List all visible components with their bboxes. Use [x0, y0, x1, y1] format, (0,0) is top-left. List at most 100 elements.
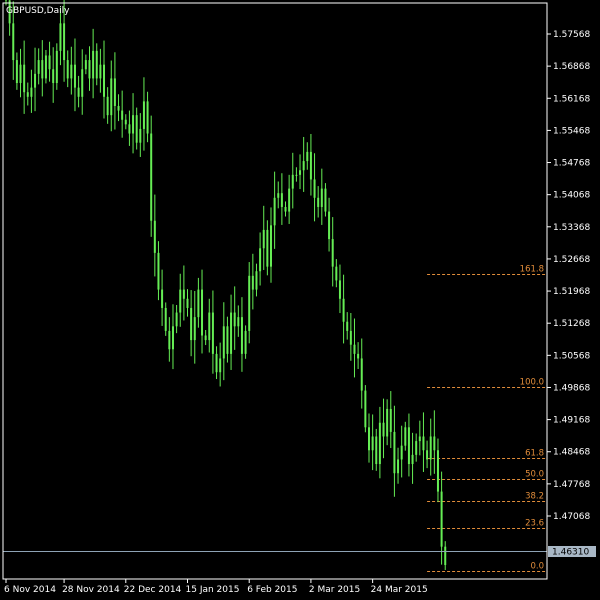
candle-body [41, 60, 44, 79]
candle-body [161, 289, 164, 308]
candle-body [106, 96, 109, 116]
candle-body [255, 271, 258, 290]
candle-body [164, 307, 167, 331]
y-tick-label: 1.56868 [553, 62, 590, 72]
candle-body [226, 326, 229, 354]
candle-body [215, 353, 218, 373]
candle-body [150, 133, 153, 221]
y-tick-label: 1.51268 [553, 319, 590, 329]
candle-body [186, 298, 189, 308]
candle-body [34, 73, 37, 88]
candle-body [364, 390, 367, 428]
candle-body [117, 105, 120, 111]
y-tick-label: 1.50568 [553, 351, 590, 361]
candle-body [132, 115, 135, 134]
candle-body [353, 344, 356, 354]
candle-body [411, 454, 414, 465]
candle-body [331, 239, 334, 267]
candle-body [440, 491, 443, 547]
candle-body [357, 353, 360, 359]
y-tick-label: 1.49868 [553, 383, 590, 393]
candle-body [371, 436, 374, 451]
candle-body [338, 280, 341, 299]
x-tick-label: 2 Mar 2015 [309, 585, 360, 595]
candle-body [335, 266, 338, 281]
candle-body [23, 64, 26, 93]
candle-body [95, 50, 98, 79]
fib-levels-layer: 161.8 100.0 61.8 50.0 38.2 23.6 0.0 [427, 265, 546, 572]
candle-body [309, 151, 312, 180]
candle-body [59, 23, 62, 51]
candle-body [15, 60, 18, 84]
candle-body [201, 289, 204, 336]
candle-body [266, 229, 269, 267]
fib-level-label: 161.8 [520, 265, 544, 275]
candle-body [426, 450, 429, 460]
candle-body [19, 64, 22, 84]
candle-body [157, 252, 160, 290]
candle-body [208, 312, 211, 341]
candle-body [382, 422, 385, 437]
y-tick-label: 1.57568 [553, 30, 590, 40]
x-tick-label: 6 Nov 2014 [4, 585, 56, 595]
candle-body [273, 197, 276, 226]
candle-body [139, 128, 142, 143]
candle-body [277, 193, 280, 198]
candle-body [222, 326, 225, 359]
candle-body [146, 101, 149, 134]
current-price-label: 1.46310 [552, 548, 589, 558]
fib-level-label: 61.8 [525, 449, 544, 459]
y-tick-label: 1.49168 [553, 416, 590, 426]
fib-level-label: 0.0 [530, 562, 544, 572]
candle-body [190, 307, 193, 341]
candle-body [306, 151, 309, 162]
candle-body [81, 69, 84, 97]
y-tick-label: 1.56168 [553, 94, 590, 104]
candle-body [342, 298, 345, 322]
x-tick-label: 6 Feb 2015 [247, 585, 297, 595]
candle-body [436, 450, 439, 492]
price-axis[interactable]: 1.57568 1.56868 1.56168 1.55468 1.54768 1.540… [547, 30, 590, 522]
candle-body [313, 179, 316, 198]
candle-body [230, 312, 233, 354]
candle-body [124, 119, 127, 125]
candle-body [284, 206, 287, 212]
candle-body [66, 60, 69, 79]
x-tick-label: 15 Jan 2015 [186, 585, 240, 595]
candle-body [88, 60, 91, 79]
x-tick-label: 28 Nov 2014 [62, 585, 120, 595]
candle-body [433, 436, 436, 451]
fib-level-label: 38.2 [525, 492, 544, 502]
candle-body [103, 64, 106, 97]
candle-body [204, 335, 207, 341]
candle-body [12, 23, 15, 61]
time-axis[interactable]: 6 Nov 2014 28 Nov 2014 22 Dec 2014 15 Jan 2… [4, 579, 428, 595]
y-tick-label: 1.55468 [553, 126, 590, 136]
candle-body [240, 317, 243, 354]
candle-body [360, 358, 363, 391]
candle-body [153, 220, 156, 253]
candle-body [92, 50, 95, 79]
candle-body [368, 427, 370, 451]
candle-body [320, 188, 323, 207]
x-tick-label: 22 Dec 2014 [124, 585, 182, 595]
y-tick-label: 1.47768 [553, 480, 590, 490]
candle-body [251, 275, 254, 290]
candle-body [113, 78, 116, 106]
candle-body [418, 436, 421, 442]
candle-body [346, 321, 349, 331]
candle-body [324, 188, 327, 212]
candle-body [55, 50, 58, 84]
candle-body [135, 115, 138, 143]
candle-body [248, 275, 251, 331]
candle-body [175, 312, 178, 327]
candles-layer [5, 0, 447, 570]
candle-body [295, 174, 298, 176]
y-tick-label: 1.47068 [553, 512, 590, 522]
candle-body [30, 87, 33, 97]
candle-body [262, 229, 265, 249]
y-tick-label: 1.48468 [553, 448, 590, 458]
candle-body [400, 445, 403, 460]
candle-body [386, 408, 389, 437]
